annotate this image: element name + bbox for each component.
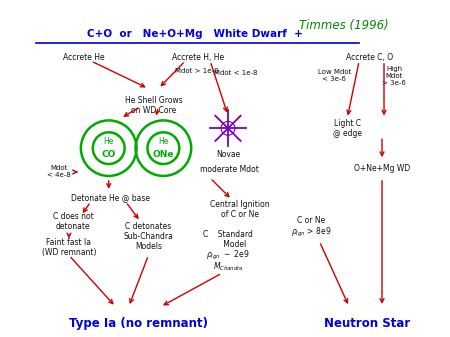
Text: High
Mdot
> 3e-6: High Mdot > 3e-6 (382, 66, 406, 86)
Text: Mdot < 1e-8: Mdot < 1e-8 (214, 70, 257, 76)
Text: Type Ia (no remnant): Type Ia (no remnant) (69, 317, 208, 330)
Text: C or Ne
$\rho_{ign}$ > 8e9: C or Ne $\rho_{ign}$ > 8e9 (291, 216, 332, 239)
Text: O+Ne+Mg WD: O+Ne+Mg WD (354, 163, 410, 173)
Text: moderate Mdot: moderate Mdot (200, 165, 259, 175)
Text: Accrete C, O: Accrete C, O (346, 53, 393, 62)
Text: He: He (158, 137, 169, 146)
Circle shape (221, 121, 235, 135)
Text: $M_{Chandra}$: $M_{Chandra}$ (212, 261, 243, 273)
Text: Faint fast Ia
(WD remnant): Faint fast Ia (WD remnant) (42, 238, 96, 257)
Text: $\rho_{ign}$ $\sim$ 2e9: $\rho_{ign}$ $\sim$ 2e9 (206, 249, 250, 262)
Text: C detonates
Sub-Chandra
Models: C detonates Sub-Chandra Models (124, 221, 173, 251)
Text: C    Standard
      Model: C Standard Model (203, 230, 253, 249)
Text: Light C
@ edge: Light C @ edge (333, 119, 362, 138)
Text: Neutron Star: Neutron Star (324, 317, 410, 330)
Text: Accrete H, He: Accrete H, He (172, 53, 224, 62)
Text: He: He (104, 137, 114, 146)
Text: Mdot > 1e-8: Mdot > 1e-8 (176, 68, 219, 74)
Text: ONe: ONe (153, 150, 174, 159)
Text: C does not
detonate: C does not detonate (53, 212, 93, 231)
Text: CO: CO (102, 150, 116, 159)
Text: Novae: Novae (216, 150, 240, 159)
Text: Central Ignition
of C or Ne: Central Ignition of C or Ne (210, 200, 270, 219)
Text: Timmes (1996): Timmes (1996) (299, 19, 389, 32)
Text: Mdot
< 4e-8: Mdot < 4e-8 (47, 165, 71, 179)
Text: He Shell Grows
on WD Core: He Shell Grows on WD Core (125, 96, 182, 115)
Text: Detonate He @ base: Detonate He @ base (71, 193, 150, 202)
Text: Low Mdot
< 3e-6: Low Mdot < 3e-6 (318, 69, 351, 82)
Text: C+O  or   Ne+O+Mg   White Dwarf  +: C+O or Ne+O+Mg White Dwarf + (87, 29, 303, 39)
Text: Accrete He: Accrete He (63, 53, 105, 62)
